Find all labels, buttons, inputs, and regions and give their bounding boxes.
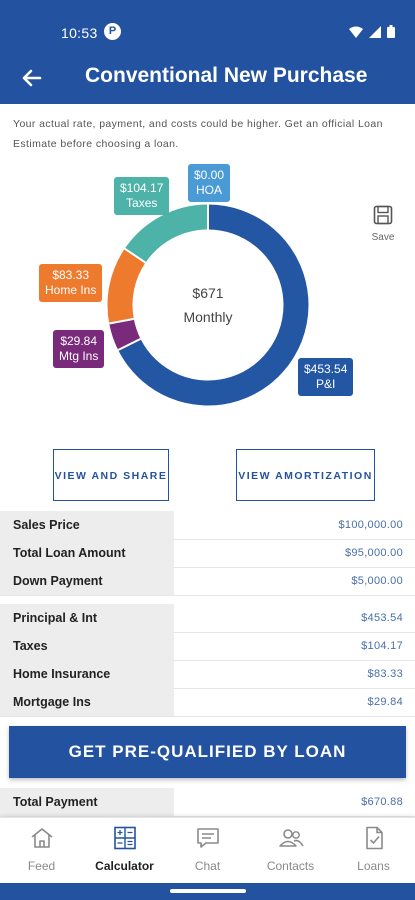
nav-item-calculator[interactable]: Calculator	[83, 826, 166, 873]
chat-icon	[196, 828, 219, 848]
center-amount: $671	[192, 285, 223, 301]
payment-donut-chart: $671 Monthly $453.54 P&I $29.84 Mtg Ins $…	[0, 150, 415, 440]
slice-name: HOA	[196, 183, 223, 197]
status-time: 10:53	[61, 25, 98, 41]
total-payment-row: Total Payment $670.88	[0, 788, 415, 817]
slice-value: $0.00	[194, 168, 225, 182]
document-check-icon	[365, 826, 383, 850]
row-label: Taxes	[0, 632, 174, 660]
row-label: Down Payment	[0, 567, 174, 595]
table-row: Home Insurance $83.33	[0, 660, 415, 689]
row-value: $670.88	[361, 796, 403, 808]
circle-p-icon: P	[104, 23, 121, 40]
page-title: Conventional New Purchase	[85, 64, 368, 87]
slice-separator	[124, 247, 147, 264]
table-row: Principal & Int $453.54	[0, 604, 415, 633]
slice-separator	[109, 317, 134, 325]
calculator-icon	[113, 826, 136, 850]
nav-label: Calculator	[95, 859, 154, 873]
nav-item-contacts[interactable]: Contacts	[249, 826, 332, 873]
slice-label-pi: $453.54 P&I	[298, 358, 354, 396]
view-and-share-button[interactable]: VIEW AND SHARE	[53, 449, 169, 501]
contacts-icon	[278, 829, 304, 847]
slice-value: $83.33	[52, 268, 90, 282]
slice-name: Home Ins	[45, 283, 97, 297]
row-label: Mortgage Ins	[0, 688, 174, 716]
slice-label-taxes: $104.17 Taxes	[114, 177, 170, 215]
home-gesture-handle[interactable]	[170, 889, 246, 893]
wifi-icon	[349, 26, 363, 38]
arrow-left-icon[interactable]	[18, 64, 46, 92]
row-value: $104.17	[361, 640, 403, 652]
slice-label-hoa: $0.00 HOA	[188, 164, 231, 202]
row-value: $83.33	[367, 668, 403, 680]
table-row: Sales Price $100,000.00	[0, 511, 415, 540]
cell-signal-icon	[369, 25, 381, 38]
donut-slice-p-i	[118, 204, 309, 406]
row-value: $29.84	[367, 696, 403, 708]
donut-slice-taxes	[124, 204, 209, 264]
slice-value: $453.54	[304, 362, 348, 376]
donut-slice-mtg-ins	[109, 318, 141, 351]
row-value: $453.54	[361, 612, 403, 624]
nav-label: Contacts	[266, 859, 315, 873]
table-row: Taxes $104.17	[0, 632, 415, 661]
slice-label-home-ins: $83.33 Home Ins	[39, 264, 103, 302]
row-label: Total Loan Amount	[0, 539, 174, 567]
row-value: $95,000.00	[344, 547, 403, 559]
slice-label-mtg-ins: $29.84 Mtg Ins	[53, 330, 105, 368]
row-value: $100,000.00	[338, 519, 403, 531]
table-row: Total Loan Amount $95,000.00	[0, 539, 415, 568]
table-row: Mortgage Ins $29.84	[0, 688, 415, 717]
save-button[interactable]: Save	[368, 205, 398, 243]
slice-separator	[117, 337, 141, 351]
nav-label: Loans	[357, 859, 390, 873]
donut-svg: $671 Monthly	[107, 204, 309, 406]
save-label: Save	[371, 232, 395, 243]
slice-name: Taxes	[126, 196, 158, 210]
app-header: 10:53 P Conventional New Purchase	[0, 0, 415, 104]
get-pre-qualified-button[interactable]: GET PRE-QUALIFIED BY LOAN	[9, 726, 406, 778]
row-label: Sales Price	[0, 511, 174, 539]
system-nav-bar	[0, 883, 415, 900]
slice-value: $104.17	[120, 181, 164, 195]
floppy-disk-icon	[373, 205, 393, 225]
donut-slice-home-ins	[107, 248, 146, 324]
slice-value: $29.84	[60, 334, 98, 348]
bottom-nav: Feed Calculator Chat Contacts Loans	[0, 817, 415, 884]
disclaimer-text: Your actual rate, payment, and costs cou…	[13, 118, 383, 150]
row-label: Total Payment	[0, 788, 174, 816]
nav-label: Chat	[194, 859, 221, 873]
view-amortization-button[interactable]: VIEW AMORTIZATION	[236, 449, 375, 501]
table-row: Down Payment $5,000.00	[0, 567, 415, 596]
nav-item-chat[interactable]: Chat	[166, 826, 249, 873]
nav-label: Feed	[27, 859, 56, 873]
status-bar: 10:53 P	[0, 0, 415, 56]
home-icon	[31, 828, 52, 848]
row-label: Principal & Int	[0, 604, 174, 632]
nav-item-feed[interactable]: Feed	[0, 826, 83, 873]
nav-item-loans[interactable]: Loans	[332, 826, 415, 873]
battery-icon	[387, 25, 395, 38]
row-value: $5,000.00	[351, 575, 403, 587]
center-period: Monthly	[183, 309, 232, 325]
slice-name: Mtg Ins	[59, 349, 99, 363]
row-label: Home Insurance	[0, 660, 174, 688]
slice-name: P&I	[316, 377, 336, 391]
